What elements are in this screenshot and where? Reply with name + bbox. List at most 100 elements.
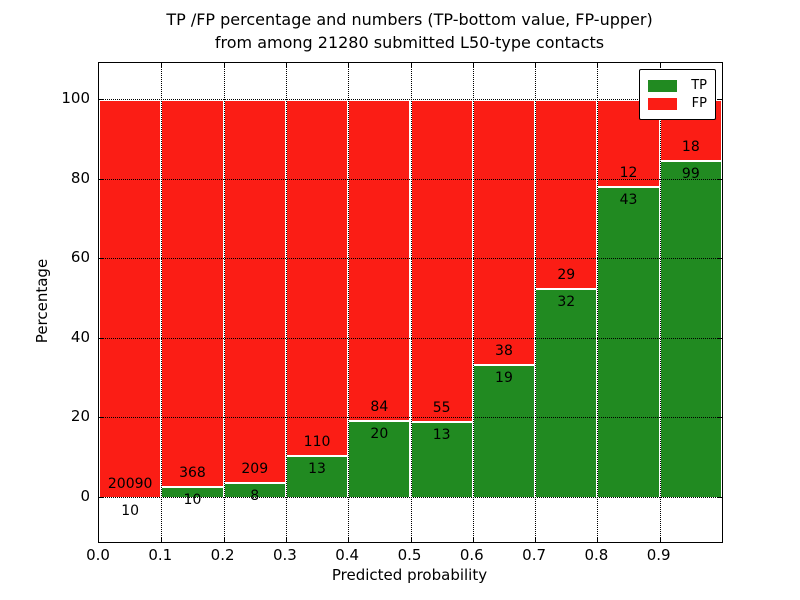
y-tick-mark xyxy=(99,178,104,180)
gridline-horizontal xyxy=(99,178,722,180)
fp-swatch-icon xyxy=(648,97,678,110)
x-tick-mark-top xyxy=(161,63,163,68)
fp-count-label: 110 xyxy=(303,433,331,450)
fp-bar-segment xyxy=(472,100,536,366)
x-tick-mark xyxy=(348,537,350,542)
fp-bar-segment xyxy=(348,100,411,422)
y-tick-mark xyxy=(99,258,104,260)
x-axis-tick-label: 0.5 xyxy=(397,546,422,564)
gridline-vertical xyxy=(597,63,599,542)
fp-count-label: 18 xyxy=(681,139,700,156)
tp-count-label: 13 xyxy=(308,460,326,477)
y-tick-mark xyxy=(99,337,104,339)
y-axis-tick-label: 60 xyxy=(70,248,90,267)
x-axis-tick-label: 0.6 xyxy=(459,546,484,564)
tp-swatch-icon xyxy=(648,79,678,92)
x-tick-mark xyxy=(659,537,661,542)
x-tick-mark xyxy=(410,537,412,542)
y-tick-mark-right xyxy=(717,417,722,419)
x-tick-mark xyxy=(472,537,474,542)
gridline-vertical xyxy=(223,63,225,542)
fp-bar-segment xyxy=(99,100,162,498)
gridline-horizontal xyxy=(99,417,722,419)
x-tick-mark xyxy=(597,537,599,542)
y-tick-mark xyxy=(99,497,104,498)
gridline-vertical xyxy=(472,63,474,542)
gridline-horizontal xyxy=(99,258,722,260)
fp-bar-segment xyxy=(223,100,286,484)
x-tick-mark xyxy=(285,537,287,542)
y-tick-mark xyxy=(99,417,104,419)
tp-bar-segment xyxy=(659,161,722,498)
tp-count-label: 19 xyxy=(495,370,513,387)
fp-count-label: 20090 xyxy=(107,475,153,492)
tp-count-label: 32 xyxy=(557,294,576,311)
gridline-vertical xyxy=(410,63,412,542)
gridline-vertical xyxy=(161,63,163,542)
fp-count-label: 55 xyxy=(432,399,451,416)
fp-bar-segment xyxy=(285,100,349,456)
tp-count-label: 99 xyxy=(681,166,700,183)
x-tick-mark xyxy=(223,537,225,542)
y-tick-mark-right xyxy=(717,497,722,498)
fp-bar-segment xyxy=(410,100,473,422)
y-axis-tick-label: 100 xyxy=(61,89,90,107)
fp-count-label: 84 xyxy=(370,399,389,416)
gridline-vertical xyxy=(285,63,287,542)
fp-count-label: 209 xyxy=(241,461,269,478)
tp-bar-segment xyxy=(597,186,660,498)
chart-title-line1: TP /FP percentage and numbers (TP-bottom… xyxy=(166,10,653,29)
tp-count-label: 43 xyxy=(619,191,638,208)
y-axis-tick-label: 0 xyxy=(80,487,90,505)
x-axis-tick-label: 0.3 xyxy=(272,546,297,564)
x-axis-tick-label: 0.1 xyxy=(148,546,173,564)
x-axis-tick-label: 0.8 xyxy=(584,546,609,564)
legend-row-fp: FP xyxy=(648,96,707,111)
legend-row-tp: TP xyxy=(648,78,707,93)
x-axis-tick-label: 0.2 xyxy=(210,546,235,564)
y-tick-mark-right xyxy=(717,337,722,339)
x-tick-mark-top xyxy=(535,63,537,68)
tp-count-label: 10 xyxy=(121,502,140,519)
y-tick-mark xyxy=(99,99,104,100)
gridline-vertical xyxy=(348,63,350,542)
gridline-horizontal xyxy=(99,337,722,339)
tp-count-label: 20 xyxy=(370,426,389,443)
x-tick-mark xyxy=(161,537,163,542)
fp-count-label: 38 xyxy=(495,343,513,360)
x-tick-mark xyxy=(535,537,537,542)
x-tick-mark-top xyxy=(285,63,287,68)
x-tick-mark-top xyxy=(472,63,474,68)
fp-count-label: 29 xyxy=(557,267,576,284)
x-axis-tick-label: 0.4 xyxy=(335,546,360,564)
y-axis-tick-label: 40 xyxy=(70,327,90,346)
y-axis-tick-label: 20 xyxy=(70,407,90,426)
x-tick-mark-top xyxy=(597,63,599,68)
tp-count-label: 8 xyxy=(250,488,260,505)
x-tick-mark-top xyxy=(223,63,225,68)
y-tick-mark-right xyxy=(717,178,722,180)
x-axis-tick-label: 0.0 xyxy=(86,546,110,564)
gridline-vertical xyxy=(659,63,661,542)
gridline-horizontal xyxy=(99,99,722,100)
plot-area: TP FP 20090 10 368 10 209 8 110 13 84 20 55 13 38 19 2… xyxy=(98,62,723,543)
legend-label-tp: TP xyxy=(691,78,707,93)
x-tick-mark-top xyxy=(348,63,350,68)
y-tick-mark-right xyxy=(717,258,722,260)
fp-count-label: 12 xyxy=(619,164,638,181)
legend-label-fp: FP xyxy=(691,96,707,111)
tp-count-label: 10 xyxy=(183,492,202,509)
y-axis-tick-label: 80 xyxy=(70,168,90,187)
x-axis-tick-label: 0.9 xyxy=(646,546,671,564)
x-tick-mark-top xyxy=(410,63,412,68)
x-axis-tick-label: 0.7 xyxy=(522,546,547,564)
legend: TP FP xyxy=(639,69,716,120)
gridline-horizontal xyxy=(99,497,722,498)
tp-bar-segment xyxy=(535,289,598,498)
fp-bar-segment xyxy=(161,100,224,488)
y-tick-mark-right xyxy=(717,99,722,100)
fp-bar-segment xyxy=(535,100,598,290)
fp-count-label: 368 xyxy=(179,465,206,482)
tp-count-label: 13 xyxy=(432,426,451,443)
